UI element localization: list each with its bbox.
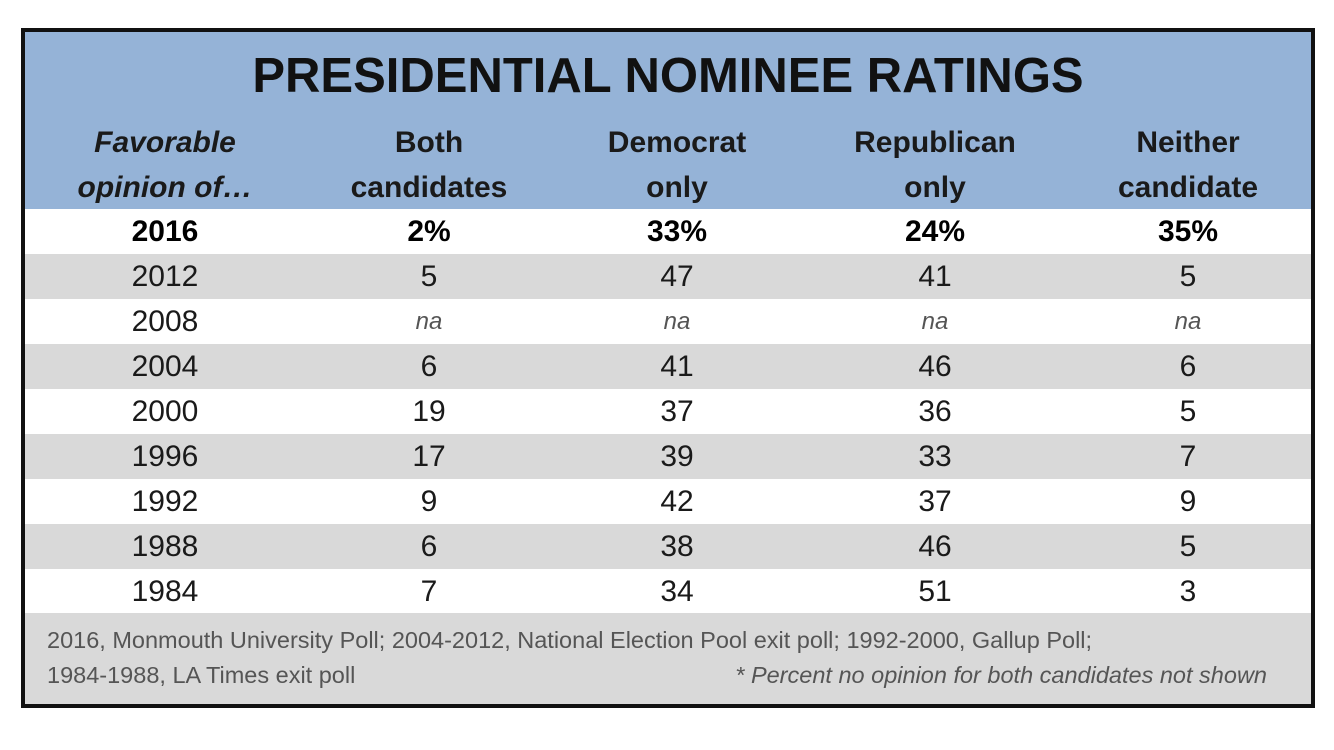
table-row: 1992 9 42 37 9 xyxy=(25,479,1311,524)
column-header-neither-line: candidate xyxy=(1117,171,1259,204)
column-header-neither-line: Neither xyxy=(1136,126,1240,159)
value-cell: 19 xyxy=(412,395,446,428)
year-cell: 2016 xyxy=(131,215,199,248)
value-cell: 41 xyxy=(918,260,952,293)
table-row: 2008 na na na na xyxy=(25,299,1311,344)
value-cell: 9 xyxy=(1179,485,1197,518)
value-cell: 9 xyxy=(420,485,438,518)
column-header-both-line: candidates xyxy=(350,171,508,204)
table-title: PRESIDENTIAL NOMINEE RATINGS xyxy=(252,49,1084,103)
value-cell: na xyxy=(663,308,691,335)
table-row: 2000 19 37 36 5 xyxy=(25,389,1311,434)
source-line-1: 2016, Monmouth University Poll; 2004-201… xyxy=(47,627,1093,653)
value-cell: 24% xyxy=(904,215,966,248)
column-header-favorable-line: Favorable xyxy=(94,126,236,159)
column-header-democrat-line: only xyxy=(646,171,708,204)
value-cell: 5 xyxy=(1179,260,1197,293)
column-header-democrat-line: Democrat xyxy=(607,126,747,159)
source-line-2: 1984-1988, LA Times exit poll xyxy=(47,662,356,688)
value-cell: 5 xyxy=(1179,395,1197,428)
value-cell: 36 xyxy=(918,395,952,428)
value-cell: na xyxy=(415,308,443,335)
value-cell: 5 xyxy=(420,260,438,293)
value-cell: 37 xyxy=(660,395,694,428)
year-cell: 2012 xyxy=(131,260,199,293)
value-cell: 35% xyxy=(1157,215,1219,248)
year-cell: 2000 xyxy=(131,395,199,428)
year-cell: 1996 xyxy=(131,440,199,473)
value-cell: 6 xyxy=(1179,350,1197,383)
value-cell: 33% xyxy=(646,215,708,248)
value-cell: 17 xyxy=(412,440,446,473)
value-cell: 37 xyxy=(918,485,952,518)
column-header-republican-line: only xyxy=(904,171,966,204)
column-header-favorable: Favorable opinion of… xyxy=(40,120,290,210)
value-cell: 6 xyxy=(420,350,438,383)
column-header-both-line: Both xyxy=(394,126,464,159)
value-cell: 7 xyxy=(420,575,438,608)
table-row: 2012 5 47 41 5 xyxy=(25,254,1311,299)
table-row: 2016 2% 33% 24% 35% xyxy=(25,209,1311,254)
column-header-both: Both candidates xyxy=(304,120,554,210)
value-cell: 34 xyxy=(660,575,694,608)
value-cell: na xyxy=(921,308,949,335)
table-header: PRESIDENTIAL NOMINEE RATINGS Favorable op… xyxy=(25,32,1311,209)
value-cell: 6 xyxy=(420,530,438,563)
value-cell: 5 xyxy=(1179,530,1197,563)
table-row: 1996 17 39 33 7 xyxy=(25,434,1311,479)
column-header-democrat: Democrat only xyxy=(552,120,802,210)
value-cell: 39 xyxy=(660,440,694,473)
column-header-neither: Neither candidate xyxy=(1063,120,1311,210)
value-cell: 47 xyxy=(660,260,694,293)
value-cell: 2% xyxy=(407,215,451,248)
column-header-favorable-line: opinion of… xyxy=(77,171,253,204)
footnote: * Percent no opinion for both candidates… xyxy=(735,662,1267,688)
year-cell: 2008 xyxy=(131,305,199,338)
table-row: 1984 7 34 51 3 xyxy=(25,569,1311,614)
value-cell: 42 xyxy=(660,485,694,518)
ratings-table-frame: PRESIDENTIAL NOMINEE RATINGS Favorable op… xyxy=(21,28,1315,708)
year-cell: 1992 xyxy=(131,485,199,518)
value-cell: 46 xyxy=(918,530,952,563)
year-cell: 1988 xyxy=(131,530,199,563)
value-cell: 7 xyxy=(1179,440,1197,473)
column-header-republican: Republican only xyxy=(810,120,1060,210)
year-cell: 2004 xyxy=(131,350,199,383)
value-cell: 46 xyxy=(918,350,952,383)
value-cell: 41 xyxy=(660,350,694,383)
table-row: 2004 6 41 46 6 xyxy=(25,344,1311,389)
value-cell: 33 xyxy=(918,440,952,473)
table-footer: 2016, Monmouth University Poll; 2004-201… xyxy=(25,613,1311,704)
table-row: 1988 6 38 46 5 xyxy=(25,524,1311,569)
value-cell: 51 xyxy=(918,575,952,608)
value-cell: 38 xyxy=(660,530,694,563)
value-cell: 3 xyxy=(1179,575,1197,608)
year-cell: 1984 xyxy=(131,575,199,608)
column-header-republican-line: Republican xyxy=(854,126,1016,159)
value-cell: na xyxy=(1174,308,1202,335)
